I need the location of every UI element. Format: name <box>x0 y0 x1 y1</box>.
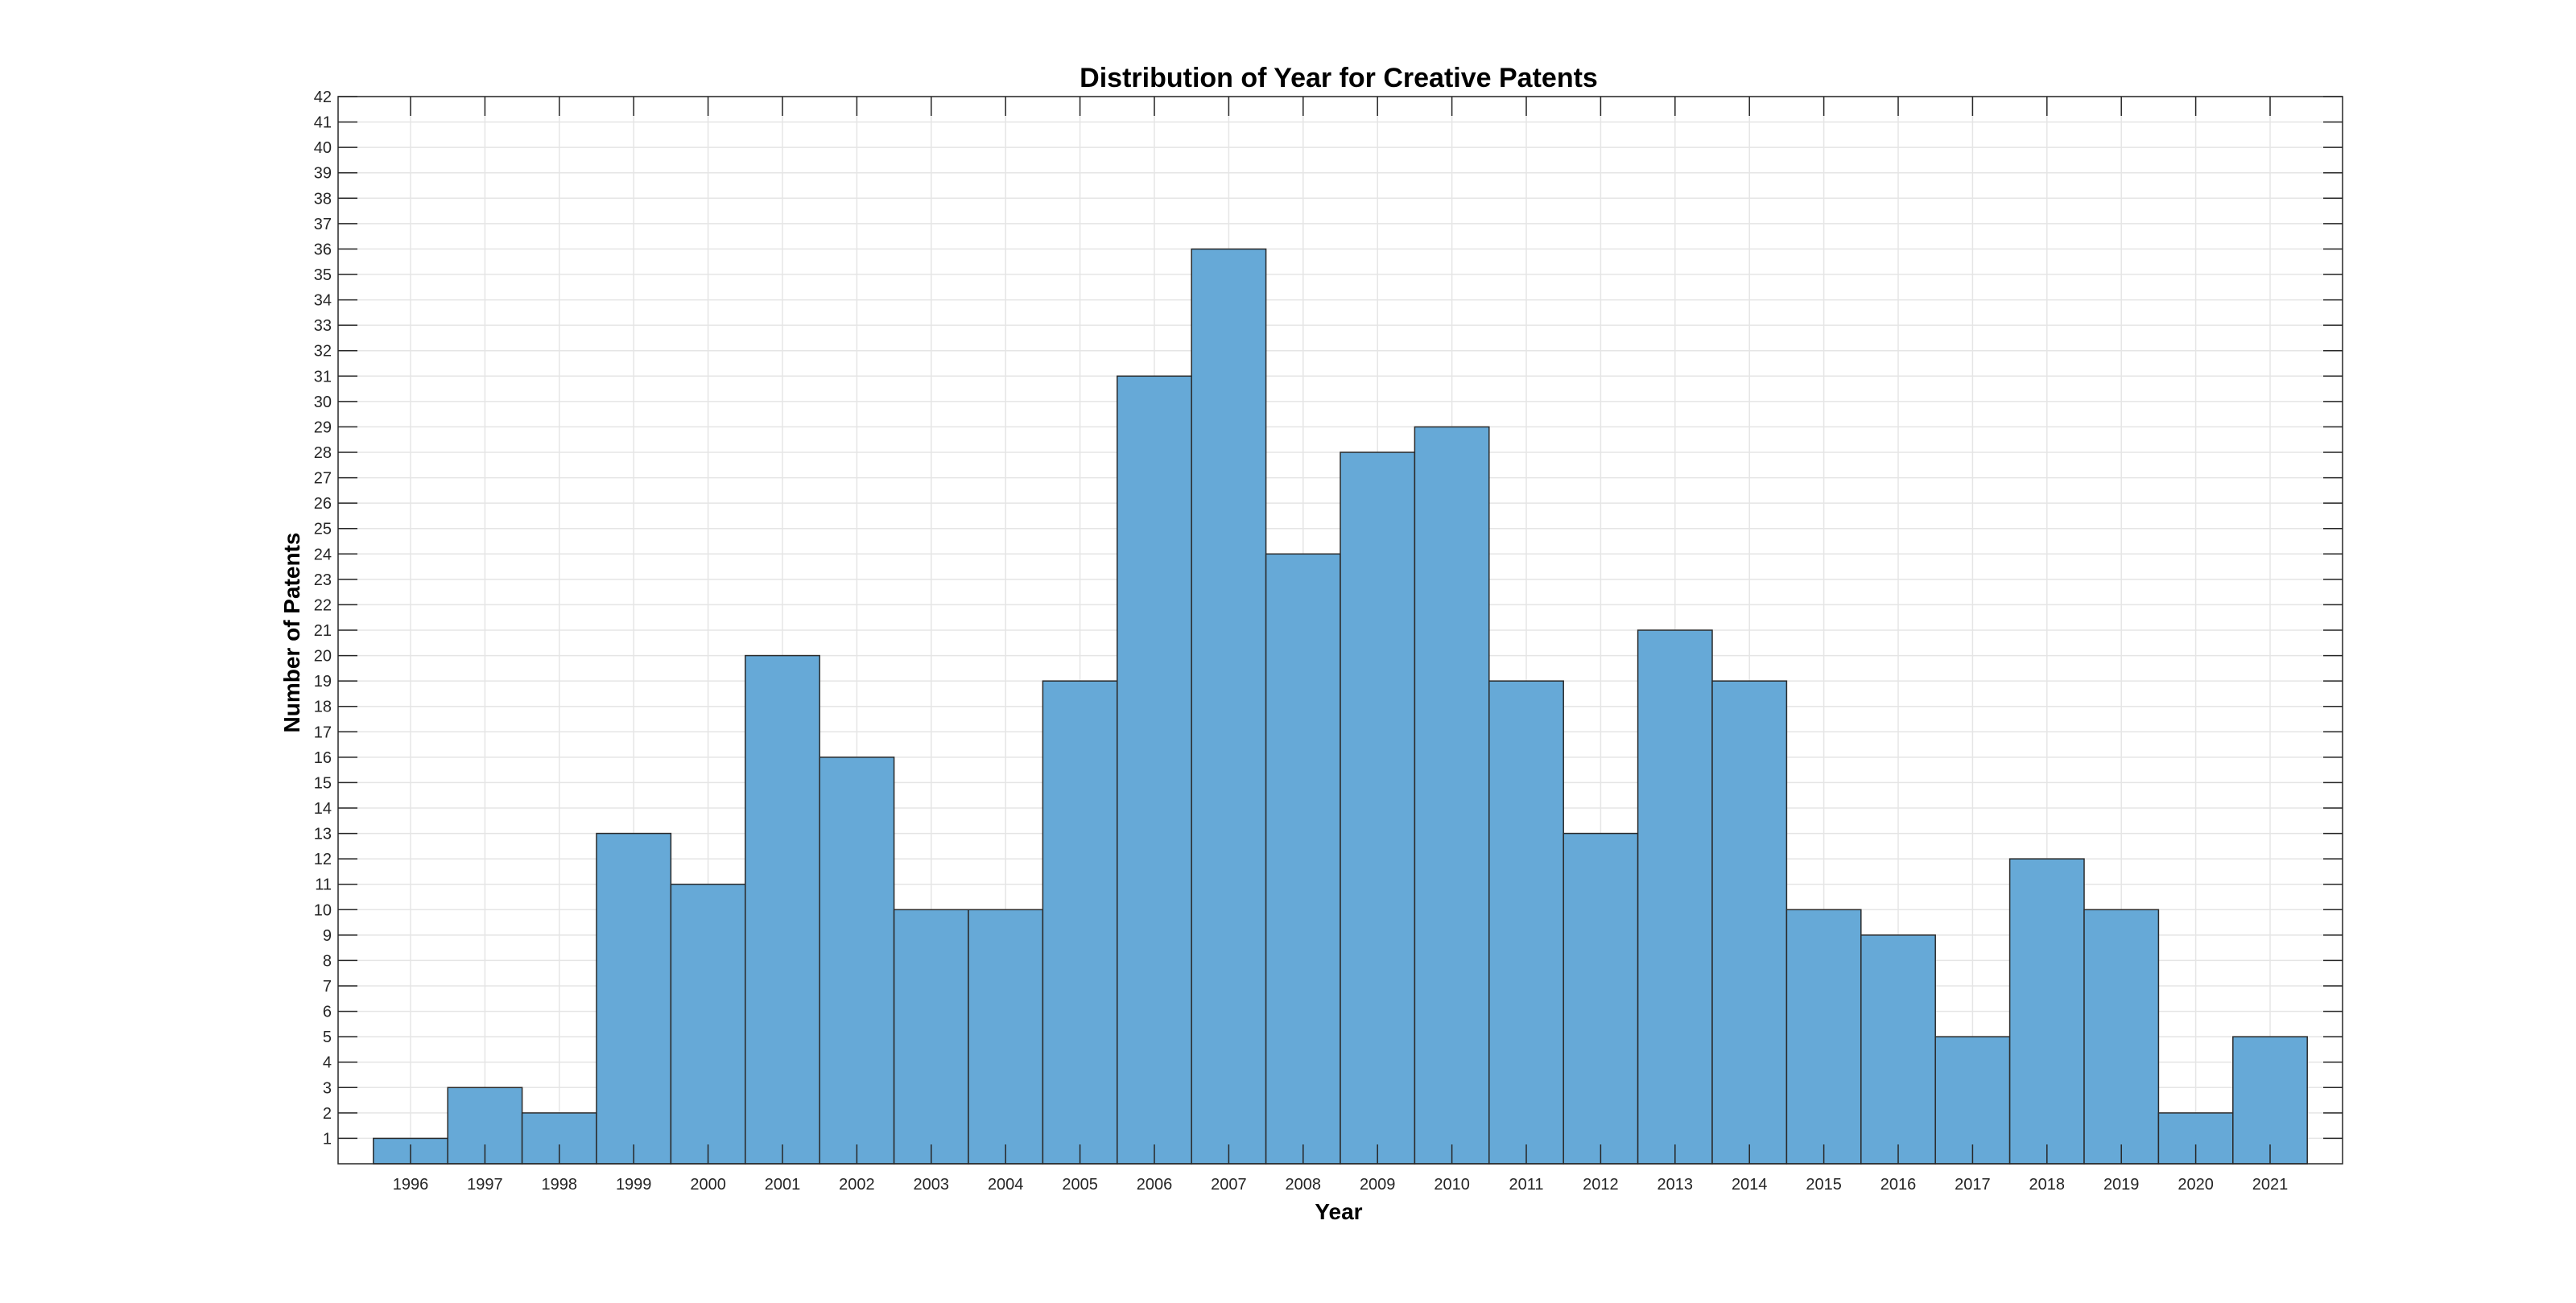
x-tick-label: 2013 <box>1657 1176 1694 1194</box>
bar-2002 <box>819 757 894 1164</box>
bar-2001 <box>745 656 819 1164</box>
y-tick-label: 34 <box>314 292 332 310</box>
x-tick-label: 2001 <box>765 1176 801 1194</box>
bar-2010 <box>1414 427 1488 1164</box>
x-tick-label: 2008 <box>1286 1176 1322 1194</box>
bar-2008 <box>1266 554 1340 1164</box>
y-tick-label: 4 <box>323 1054 332 1072</box>
y-tick-label: 25 <box>314 521 332 538</box>
y-tick-label: 24 <box>314 546 332 563</box>
x-tick-label: 2021 <box>2252 1176 2289 1194</box>
y-tick-label: 1 <box>323 1130 332 1148</box>
x-tick-label: 2010 <box>1434 1176 1470 1194</box>
y-tick-label: 20 <box>314 648 332 666</box>
bar-2007 <box>1191 249 1265 1164</box>
bar-2011 <box>1489 681 1563 1164</box>
x-axis-label: Year <box>1315 1199 1362 1224</box>
x-tick-label: 2003 <box>914 1176 950 1194</box>
y-tick-label: 26 <box>314 495 332 513</box>
y-axis-label: Number of Patents <box>279 533 304 733</box>
y-tick-label: 14 <box>314 800 332 818</box>
bar-2019 <box>2084 909 2158 1164</box>
bar-2012 <box>1563 834 1637 1164</box>
y-tick-label: 16 <box>314 749 332 767</box>
bar-2013 <box>1638 630 1712 1164</box>
y-tick-label: 40 <box>314 139 332 157</box>
y-tick-label: 27 <box>314 470 332 488</box>
bar-2014 <box>1712 681 1786 1164</box>
y-tick-label: 23 <box>314 571 332 589</box>
bar-2015 <box>1786 909 1860 1164</box>
y-tick-label: 5 <box>323 1029 332 1046</box>
y-tick-label: 38 <box>314 190 332 208</box>
bar-2018 <box>2010 859 2084 1164</box>
y-tick-label: 13 <box>314 826 332 843</box>
x-tick-label: 2000 <box>690 1176 726 1194</box>
x-tick-label: 2019 <box>2103 1176 2140 1194</box>
y-tick-label: 21 <box>314 622 332 640</box>
x-tick-label: 2017 <box>1955 1176 1991 1194</box>
bar-2006 <box>1117 376 1191 1164</box>
y-tick-label: 15 <box>314 774 332 792</box>
y-tick-label: 22 <box>314 596 332 614</box>
x-tick-label: 2018 <box>2029 1176 2066 1194</box>
y-tick-label: 33 <box>314 317 332 335</box>
y-tick-label: 12 <box>314 851 332 868</box>
y-tick-label: 39 <box>314 165 332 183</box>
y-tick-label: 19 <box>314 673 332 691</box>
bar-2000 <box>671 884 745 1164</box>
y-tick-label: 7 <box>323 978 332 996</box>
y-tick-label: 9 <box>323 927 332 945</box>
y-tick-label: 11 <box>315 876 332 894</box>
y-tick-label: 32 <box>314 343 332 361</box>
x-tick-label: 2014 <box>1732 1176 1768 1194</box>
y-tick-label: 2 <box>323 1105 332 1123</box>
x-tick-label: 2002 <box>839 1176 875 1194</box>
y-tick-label: 18 <box>314 699 332 716</box>
bar-2016 <box>1861 935 1935 1164</box>
x-tick-label: 1997 <box>467 1176 503 1194</box>
x-tick-label: 1996 <box>393 1176 429 1194</box>
x-tick-label: 2012 <box>1583 1176 1619 1194</box>
y-tick-label: 6 <box>323 1004 332 1021</box>
y-tick-label: 31 <box>314 368 332 386</box>
bar-2009 <box>1340 452 1414 1164</box>
y-tick-label: 29 <box>314 419 332 436</box>
x-tick-label: 1998 <box>542 1176 578 1194</box>
y-tick-label: 42 <box>314 89 332 106</box>
bar-2004 <box>968 909 1042 1164</box>
x-tick-label: 2011 <box>1509 1176 1543 1194</box>
x-tick-label: 2007 <box>1211 1176 1247 1194</box>
y-tick-labels: 1234567891011121314151617181920212223242… <box>314 89 332 1148</box>
y-tick-label: 30 <box>314 394 332 411</box>
x-tick-label: 2020 <box>2178 1176 2214 1194</box>
y-tick-label: 35 <box>314 266 332 284</box>
y-tick-label: 10 <box>314 901 332 919</box>
x-tick-label: 2009 <box>1360 1176 1396 1194</box>
y-tick-label: 28 <box>314 444 332 462</box>
bar-1999 <box>597 834 671 1164</box>
chart-title: Distribution of Year for Creative Patent… <box>1080 63 1598 93</box>
bar-2003 <box>894 909 968 1164</box>
y-tick-label: 36 <box>314 241 332 258</box>
x-tick-label: 2005 <box>1062 1176 1098 1194</box>
y-tick-label: 17 <box>314 724 332 741</box>
y-tick-label: 41 <box>314 114 332 132</box>
y-tick-label: 3 <box>323 1079 332 1097</box>
y-tick-label: 8 <box>323 952 332 970</box>
x-tick-label: 2015 <box>1806 1176 1842 1194</box>
y-tick-label: 37 <box>314 216 332 233</box>
bar-2005 <box>1042 681 1117 1164</box>
x-tick-label: 1999 <box>616 1176 652 1194</box>
x-tick-labels: 1996 1997 1998 1999 2000 2001 2002 2003 2004 2005… <box>393 1176 2289 1194</box>
x-tick-label: 2004 <box>988 1176 1024 1194</box>
x-tick-label: 2016 <box>1880 1176 1917 1194</box>
x-tick-label: 2006 <box>1137 1176 1173 1194</box>
